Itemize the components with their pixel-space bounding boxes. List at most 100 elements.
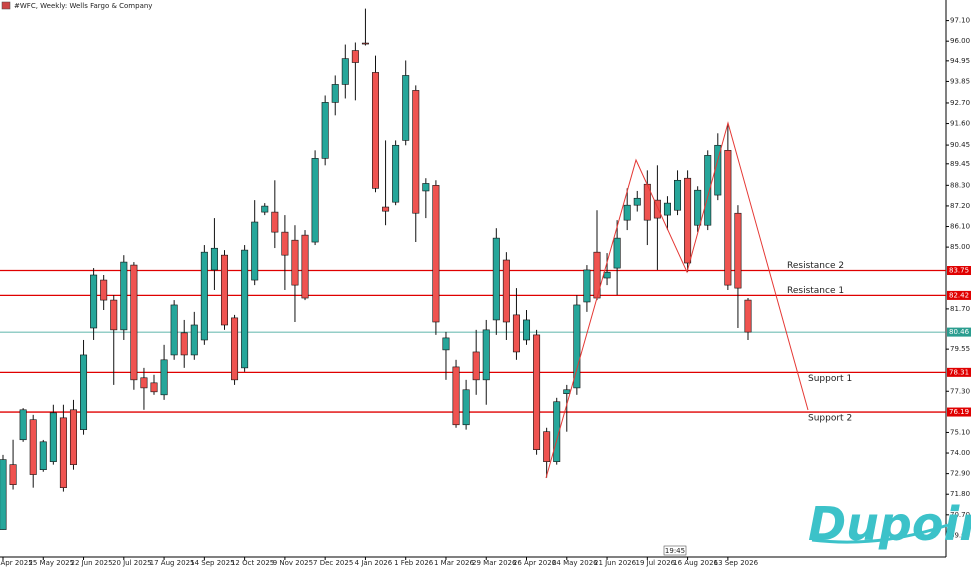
candle-body [734, 212, 742, 289]
level-name: Support 1 [808, 374, 852, 384]
x-tick-label: 4 Jan 2026 [355, 559, 393, 567]
y-tick-label: 92.70 [950, 99, 970, 107]
x-tick-label: 22 Jun 2025 [70, 559, 112, 567]
y-tick-label: 81.70 [950, 305, 970, 313]
x-tick-label: 24 May 2026 [552, 559, 598, 567]
level-name: Support 2 [808, 414, 852, 424]
y-tick-label: 93.85 [950, 77, 970, 85]
candle-body [220, 254, 228, 326]
level-name: Resistance 2 [787, 261, 844, 271]
candle-body [523, 319, 531, 341]
candle-body [502, 259, 510, 323]
x-tick-label: 16 Aug 2026 [673, 559, 718, 567]
candle-body [241, 249, 249, 369]
x-tick-label: 17 Aug 2025 [150, 559, 195, 567]
candle-body [512, 314, 520, 353]
candle-body [452, 366, 460, 426]
y-tick-label: 90.45 [950, 141, 970, 149]
candle-body [0, 459, 7, 530]
y-tick-label: 71.80 [950, 490, 970, 498]
candle-body [744, 299, 752, 333]
level-price-box [947, 367, 971, 377]
x-tick-label: 1 Mar 2026 [434, 559, 474, 567]
level-price-label: 83.75 [949, 267, 969, 275]
level-price-box [947, 407, 971, 417]
candle-body [371, 72, 379, 189]
candle-body [261, 205, 269, 213]
candle-body [462, 389, 470, 426]
candle-body [150, 382, 158, 393]
candle-body [69, 409, 77, 465]
candle-body [653, 199, 661, 219]
candle-body [341, 58, 349, 85]
x-tick-label: 19 Jul 2026 [636, 559, 676, 567]
x-tick-label: 26 Apr 2026 [513, 559, 557, 567]
time-marker-box [663, 545, 687, 556]
time-marker: 19:45 [665, 547, 685, 555]
level-name: Resistance 1 [787, 286, 844, 296]
candle-body [724, 150, 732, 286]
candle-body [200, 251, 208, 341]
y-tick-label: 75.10 [950, 428, 970, 436]
candle-body [351, 50, 359, 63]
y-tick-label: 79.55 [950, 345, 970, 353]
y-tick-label: 70.70 [950, 511, 970, 519]
candle-body [704, 155, 712, 226]
candle-body [482, 329, 490, 381]
y-tick-label: 94.95 [950, 57, 970, 65]
level-price-label: 76.19 [949, 408, 969, 416]
candle-body [553, 401, 561, 462]
candle-body [623, 204, 631, 221]
candle-body [603, 271, 611, 279]
candle-body [321, 102, 329, 159]
logo: Dupoin [808, 497, 971, 551]
candle-body [19, 409, 27, 441]
candle-body [29, 419, 37, 475]
candle-body [392, 144, 400, 203]
candle-body [170, 304, 178, 356]
candle-body [311, 158, 319, 243]
candle-body [291, 239, 299, 286]
candle-body [90, 274, 98, 329]
y-tick-label: 97.10 [950, 17, 970, 25]
candle-body [271, 211, 279, 233]
candle-body [583, 269, 591, 303]
symbol-icon [1, 1, 11, 10]
level-price-box [947, 290, 971, 300]
candle-body [301, 234, 309, 299]
y-tick-label: 85.00 [950, 243, 970, 251]
candle-body [543, 431, 551, 462]
candle-body [412, 90, 420, 214]
level-price-label: 80.46 [949, 328, 970, 336]
candle-body [190, 324, 198, 356]
candle-body [492, 237, 500, 321]
x-tick-label: 7 Dec 2025 [313, 559, 353, 567]
candle-body [231, 317, 239, 381]
candle-body [382, 206, 390, 212]
y-tick-label: 72.90 [950, 470, 970, 478]
x-tick-label: 29 Mar 2026 [472, 559, 517, 567]
candle-body [100, 279, 108, 301]
candle-body [59, 417, 67, 488]
level-price-box [947, 327, 971, 337]
y-tick-label: 88.30 [950, 181, 970, 189]
y-tick-label: 89.45 [950, 160, 970, 168]
x-tick-label: 20 Jul 2025 [112, 559, 152, 567]
candle-body [613, 237, 621, 269]
candle-body [331, 84, 339, 103]
candle-body [472, 351, 480, 381]
candle-body [180, 332, 188, 356]
candle-body [684, 177, 692, 264]
candle-body [130, 264, 138, 381]
y-tick-label: 96.00 [950, 37, 970, 45]
candle-body [442, 337, 450, 351]
x-tick-label: 25 May 2025 [28, 559, 74, 567]
candle-body [281, 231, 289, 256]
level-price-box [947, 266, 971, 276]
candle-body [110, 299, 118, 331]
y-tick-label: 86.10 [950, 223, 970, 231]
candle-body [9, 464, 17, 485]
